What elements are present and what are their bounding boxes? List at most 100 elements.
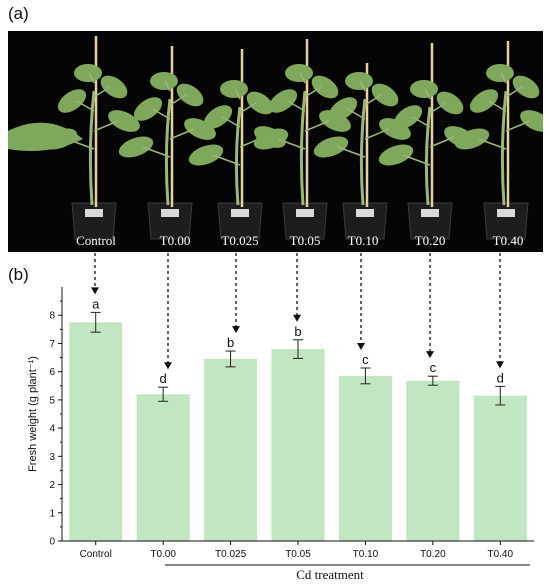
panel-b-label: (b) [8, 265, 29, 284]
pot-tag [85, 209, 103, 217]
plant-photo: Control T0.00 T0.025 T0.05 T0.10 T0.20 T0.40 [8, 31, 543, 252]
arrow-head-4 [357, 342, 365, 350]
leaf [118, 136, 154, 158]
petiole [93, 86, 111, 98]
petiole [169, 128, 195, 140]
stem [424, 106, 432, 206]
petiole [76, 100, 95, 112]
petiole [304, 86, 322, 98]
photo-caption-2: T0.025 [221, 233, 258, 248]
arrow-head-1 [164, 362, 172, 370]
petiole [88, 72, 95, 84]
petiole [169, 94, 187, 106]
petiole [304, 120, 330, 132]
petiole [364, 94, 382, 106]
leaf [436, 91, 464, 115]
leaf [100, 75, 128, 99]
petiole [93, 120, 119, 132]
pot-tag [356, 209, 374, 217]
photo-caption-3: T0.05 [290, 233, 321, 248]
x-axis-title: Cd treatment [296, 567, 364, 582]
leaf [512, 75, 540, 99]
petiole [412, 116, 431, 128]
stem [234, 106, 242, 206]
leaf [313, 136, 349, 158]
plant-6 [454, 41, 543, 240]
y-axis-title: Fresh weight (g plant⁻¹) [27, 356, 39, 472]
x-tick-label-3: T0.05 [285, 549, 311, 560]
y-tick-label-1: 1 [49, 508, 55, 519]
bar-T0.10 [338, 375, 392, 541]
y-tick-label-5: 5 [49, 395, 55, 406]
significance-letter-3: b [294, 324, 301, 339]
leaf [133, 97, 163, 121]
arrow-head-5 [426, 351, 434, 359]
leaf [220, 80, 248, 98]
leaf [285, 64, 313, 82]
leaf [410, 80, 438, 98]
leaf [378, 144, 414, 166]
bar-T0.20 [406, 380, 460, 541]
leaf [188, 144, 224, 166]
arrow-head-2 [232, 326, 240, 334]
y-tick-label-2: 2 [49, 480, 55, 491]
stem [359, 98, 367, 206]
arrow-head-6 [496, 361, 504, 369]
photo-caption-0: Control [76, 233, 116, 248]
petiole [402, 154, 431, 166]
y-tick-label-8: 8 [49, 311, 55, 322]
leaf [74, 64, 102, 82]
bar-T0.40 [473, 395, 527, 541]
petiole [424, 88, 431, 100]
x-tick-label-2: T0.025 [215, 549, 247, 560]
petiole [505, 120, 531, 132]
plant-5 [378, 43, 476, 240]
pot-tag [231, 209, 249, 217]
petiole [359, 80, 366, 92]
y-tick-label-0: 0 [49, 537, 55, 548]
pot [483, 202, 529, 240]
x-tick-label-6: T0.40 [487, 549, 513, 560]
petiole [347, 108, 366, 120]
leaf [203, 105, 233, 129]
petiole [277, 138, 306, 150]
photo-caption-5: T0.20 [415, 233, 446, 248]
petiole [337, 146, 366, 158]
petiole [142, 146, 171, 158]
pot [217, 202, 263, 240]
leaf [371, 83, 399, 107]
photo-caption-1: T0.00 [160, 233, 191, 248]
arrow-head-3 [293, 314, 301, 322]
significance-letter-5: c [430, 360, 437, 375]
petiole [429, 136, 455, 148]
petiole [234, 88, 241, 100]
pot-tag [497, 209, 515, 217]
leaf [150, 72, 178, 90]
petiole [488, 100, 507, 112]
pot-tag [296, 209, 314, 217]
pot-tag [161, 209, 179, 217]
significance-letter-1: d [160, 371, 167, 386]
significance-letter-2: b [227, 335, 234, 350]
pot [71, 202, 117, 240]
y-tick-label-4: 4 [49, 424, 55, 435]
leaf [345, 72, 373, 90]
petiole [152, 108, 171, 120]
panel-a-label: (a) [8, 4, 29, 23]
plant-3 [253, 39, 351, 240]
y-tick-label-6: 6 [49, 367, 55, 378]
pot [147, 202, 193, 240]
leaf [108, 110, 140, 132]
large-leaf [8, 122, 83, 152]
bar-Control [69, 322, 123, 541]
pot [282, 202, 328, 240]
arrow-head-0 [91, 287, 99, 295]
petiole [478, 138, 507, 150]
significance-letter-4: c [362, 352, 369, 367]
leaf [454, 128, 490, 150]
pot-tag [421, 209, 439, 217]
leaf [311, 75, 339, 99]
leaf [268, 89, 298, 113]
leaf [469, 89, 499, 113]
x-tick-label-1: T0.00 [150, 549, 176, 560]
